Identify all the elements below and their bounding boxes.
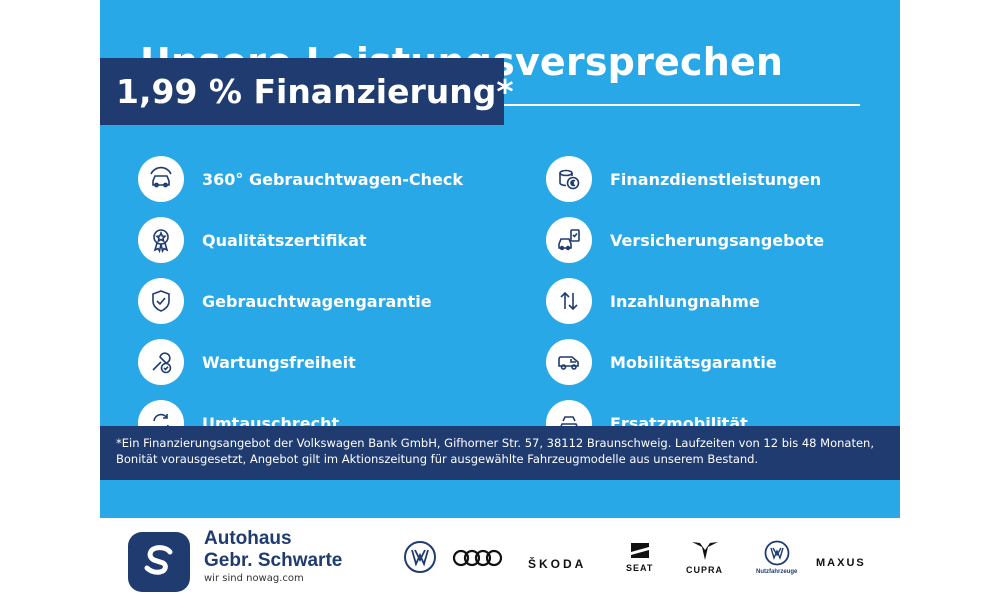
feature-item: Qualitätszertifikat — [138, 217, 367, 263]
feature-label: Mobilitätsgarantie — [610, 352, 777, 372]
dealer-name-line1: Autohaus — [204, 528, 292, 549]
feature-label: Wartungsfreiheit — [202, 352, 356, 372]
cupra-logo: CUPRA — [686, 540, 723, 575]
feature-item: Versicherungsangebote — [546, 217, 824, 263]
feature-item: Gebrauchtwagengarantie — [138, 278, 432, 324]
seat-logo-text: SEAT — [626, 563, 654, 573]
feature-item: 360° Gebrauchtwagen-Check — [138, 156, 463, 202]
maxus-logo: MAXUS — [816, 554, 866, 569]
dealer-name: Autohaus Gebr. Schwarte wir sind nowag.c… — [204, 528, 342, 586]
arrows-up-down-icon — [546, 278, 592, 324]
car-document-icon — [546, 217, 592, 263]
seat-logo: SEAT — [626, 540, 653, 573]
coins-euro-icon — [546, 156, 592, 202]
feature-item: Wartungsfreiheit — [138, 339, 356, 385]
feature-label: Inzahlungnahme — [610, 291, 760, 311]
feature-label: Versicherungsangebote — [610, 230, 825, 250]
dealer-logo-icon — [128, 532, 190, 592]
maxus-logo-text: MAXUS — [816, 557, 866, 569]
feature-label: Qualitätszertifikat — [202, 230, 367, 250]
car-check-icon — [138, 156, 184, 202]
skoda-logo-text: ŠKODA — [528, 557, 587, 571]
skoda-logo: ŠKODA — [528, 554, 586, 571]
dealer-name-line2: Gebr. Schwarte — [204, 550, 343, 571]
cupra-logo-text: CUPRA — [686, 565, 724, 575]
wrench-check-icon — [138, 339, 184, 385]
disclaimer-text: *Ein Finanzierungsangebot der Volkswagen… — [100, 426, 900, 480]
brand-logos: ŠKODA SEAT CUPRA Nutzfahrzeuge MAXUS — [400, 540, 880, 584]
feature-item: Mobilitätsgarantie — [546, 339, 777, 385]
vw-nutzfahrzeuge-text: Nutzfahrzeuge — [756, 569, 798, 575]
feature-item: Finanzdienstleistungen — [546, 156, 821, 202]
van-icon — [546, 339, 592, 385]
feature-label: Gebrauchtwagengarantie — [202, 291, 432, 311]
shield-check-icon — [138, 278, 184, 324]
financing-badge[interactable]: 1,99 % Finanzierung* — [100, 58, 514, 125]
dealer-tagline: wir sind nowag.com — [204, 573, 304, 584]
vw-logo — [403, 540, 437, 574]
vw-nutzfahrzeuge-logo: Nutzfahrzeuge — [756, 540, 797, 575]
feature-item: Inzahlungnahme — [546, 278, 760, 324]
feature-label: Finanzdienstleistungen — [610, 169, 822, 189]
feature-label: 360° Gebrauchtwagen-Check — [202, 169, 464, 189]
footer-bar: Autohaus Gebr. Schwarte wir sind nowag.c… — [100, 518, 900, 600]
award-icon — [138, 217, 184, 263]
audi-logo — [452, 549, 504, 567]
